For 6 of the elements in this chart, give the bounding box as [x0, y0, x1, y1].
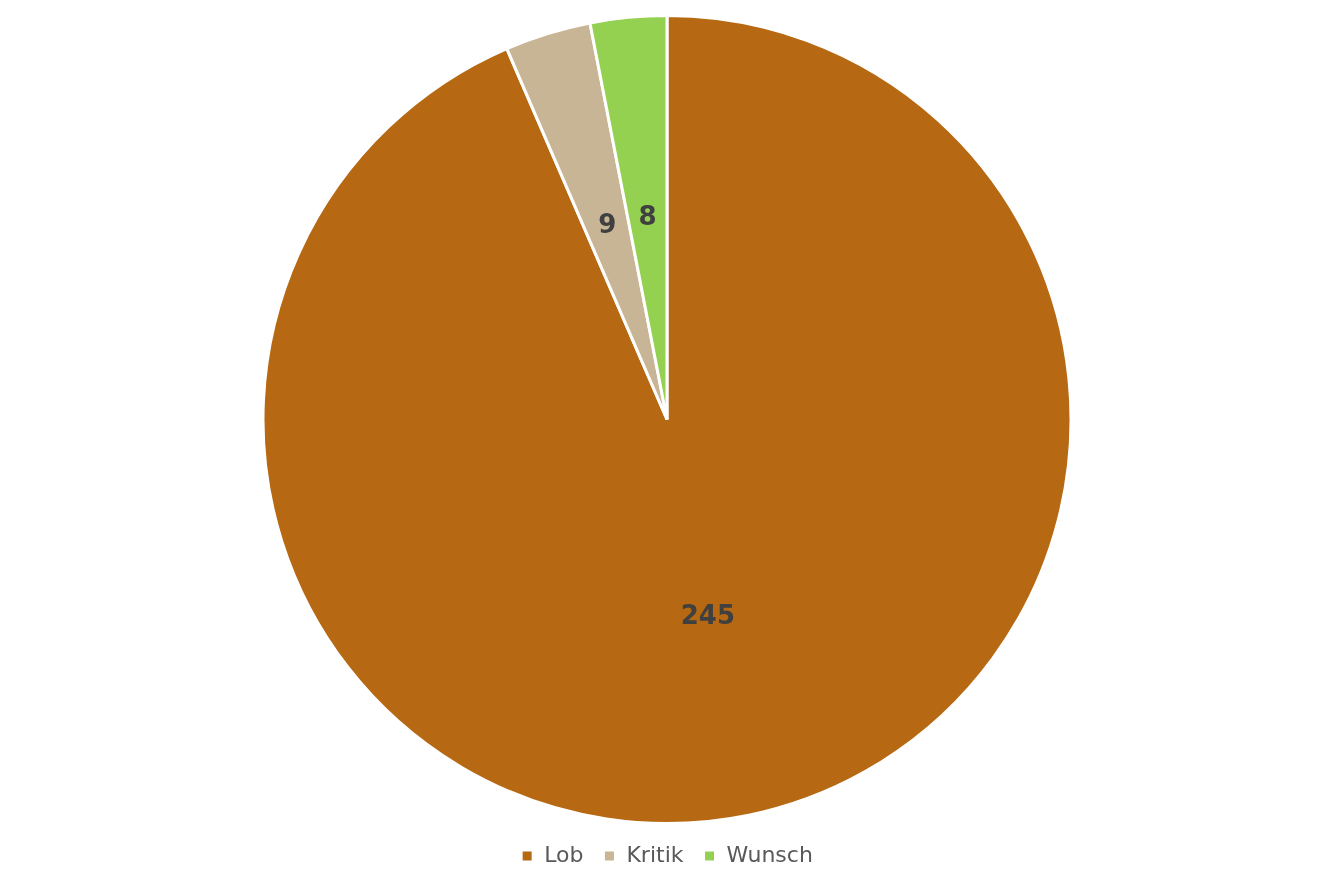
- legend-label: Lob: [544, 841, 584, 867]
- data-label: 8: [638, 201, 657, 232]
- data-label: 245: [680, 600, 736, 631]
- legend-label: Wunsch: [726, 841, 813, 867]
- data-label: 9: [598, 209, 617, 240]
- legend-label: Kritik: [626, 841, 684, 867]
